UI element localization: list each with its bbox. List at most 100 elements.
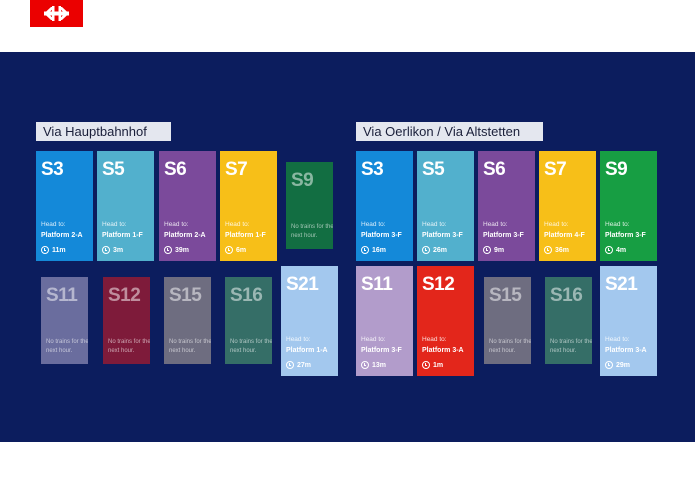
platform-label: Platform 1-F: [102, 232, 143, 239]
train-tile-s6: S6 Head to: Platform 2-A 39m: [159, 151, 216, 261]
clock-icon: [605, 361, 613, 369]
head-to-label: Head to:: [225, 221, 250, 228]
clock-icon: [102, 246, 110, 254]
departure-minutes: 9m: [494, 246, 505, 254]
departure-minutes: 26m: [433, 246, 448, 254]
platform-label: Platform 3-A: [605, 347, 647, 354]
departure-time: 6m: [225, 246, 246, 254]
line-label: S5: [422, 159, 445, 180]
sbb-logo-icon: [44, 6, 69, 21]
train-tile-s5: S5 Head to: Platform 1-F 3m: [97, 151, 154, 261]
head-to-label: Head to:: [422, 336, 447, 343]
departure-time: 1m: [422, 361, 443, 369]
departure-time: 3m: [102, 246, 123, 254]
departure-time: 39m: [164, 246, 189, 254]
line-label: S7: [544, 159, 567, 180]
no-trains-note: No trains for the next hour.: [230, 339, 272, 354]
departure-time: 9m: [483, 246, 504, 254]
platform-label: Platform 2-A: [164, 232, 206, 239]
clock-icon: [361, 361, 369, 369]
train-tile-s16: S16 No trains for the next hour.: [545, 277, 592, 364]
departure-minutes: 29m: [616, 361, 631, 369]
section-title-hauptbahnhof: Via Hauptbahnhof: [36, 122, 171, 141]
platform-label: Platform 3-F: [422, 232, 463, 239]
clock-icon: [483, 246, 491, 254]
train-tile-s5: S5 Head to: Platform 3-F 26m: [417, 151, 474, 261]
departure-minutes: 39m: [175, 246, 190, 254]
head-to-label: Head to:: [422, 221, 447, 228]
clock-icon: [286, 361, 294, 369]
line-label: S21: [286, 274, 319, 295]
line-label: S3: [41, 159, 64, 180]
head-to-label: Head to:: [605, 336, 630, 343]
train-tile-s9: S9 No trains for the next hour.: [286, 162, 333, 249]
line-label: S3: [361, 159, 384, 180]
platform-label: Platform 3-F: [361, 232, 402, 239]
train-tile-s11: S11 Head to: Platform 3-F 13m: [356, 266, 413, 376]
clock-icon: [225, 246, 233, 254]
platform-label: Platform 1-A: [286, 347, 328, 354]
train-tile-s21: S21 Head to: Platform 3-A 29m: [600, 266, 657, 376]
head-to-label: Head to:: [605, 221, 630, 228]
line-label: S7: [225, 159, 248, 180]
departure-time: 29m: [605, 361, 630, 369]
departure-time: 11m: [41, 246, 66, 254]
line-label: S16: [230, 285, 263, 306]
clock-icon: [41, 246, 49, 254]
no-trains-note: No trains for the next hour.: [169, 339, 211, 354]
train-tile-s21: S21 Head to: Platform 1-A 27m: [281, 266, 338, 376]
line-label: S6: [483, 159, 506, 180]
departure-minutes: 3m: [113, 246, 124, 254]
departure-minutes: 36m: [555, 246, 570, 254]
train-tile-s12: S12 No trains for the next hour.: [103, 277, 150, 364]
platform-label: Platform 3-F: [483, 232, 524, 239]
platform-label: Platform 3-A: [422, 347, 464, 354]
line-label: S15: [169, 285, 202, 306]
platform-label: Platform 3-F: [361, 347, 402, 354]
head-to-label: Head to:: [286, 336, 311, 343]
platform-label: Platform 1-F: [225, 232, 266, 239]
head-to-label: Head to:: [544, 221, 569, 228]
train-tile-s15: S15 No trains for the next hour.: [484, 277, 531, 364]
departure-time: 27m: [286, 361, 311, 369]
no-trains-note: No trains for the next hour.: [291, 224, 333, 239]
line-label: S16: [550, 285, 583, 306]
line-label: S9: [605, 159, 628, 180]
line-label: S6: [164, 159, 187, 180]
line-label: S11: [361, 274, 393, 295]
departure-time: 13m: [361, 361, 386, 369]
line-label: S12: [108, 285, 141, 306]
section-title-oerlikon-altstetten: Via Oerlikon / Via Altstetten: [356, 122, 543, 141]
train-tile-s16: S16 No trains for the next hour.: [225, 277, 272, 364]
departure-minutes: 13m: [372, 361, 387, 369]
clock-icon: [422, 361, 430, 369]
departure-time: 4m: [605, 246, 626, 254]
departure-minutes: 11m: [52, 246, 66, 254]
train-tile-s3: S3 Head to: Platform 2-A 11m: [36, 151, 93, 261]
head-to-label: Head to:: [361, 221, 386, 228]
no-trains-note: No trains for the next hour.: [46, 339, 88, 354]
platform-label: Platform 4-F: [544, 232, 585, 239]
platform-label: Platform 2-A: [41, 232, 83, 239]
head-to-label: Head to:: [164, 221, 189, 228]
line-label: S11: [46, 285, 78, 306]
train-tile-s11: S11 No trains for the next hour.: [41, 277, 88, 364]
line-label: S5: [102, 159, 125, 180]
departure-time: 16m: [361, 246, 386, 254]
line-label: S15: [489, 285, 522, 306]
sbb-logo: [30, 0, 83, 27]
head-to-label: Head to:: [102, 221, 127, 228]
clock-icon: [164, 246, 172, 254]
line-label: S9: [291, 170, 314, 191]
train-tile-s6: S6 Head to: Platform 3-F 9m: [478, 151, 535, 261]
clock-icon: [544, 246, 552, 254]
departure-minutes: 16m: [372, 246, 387, 254]
head-to-label: Head to:: [41, 221, 66, 228]
departure-minutes: 6m: [236, 246, 247, 254]
line-label: S21: [605, 274, 638, 295]
head-to-label: Head to:: [361, 336, 386, 343]
head-to-label: Head to:: [483, 221, 508, 228]
line-label: S12: [422, 274, 455, 295]
train-tile-s12: S12 Head to: Platform 3-A 1m: [417, 266, 474, 376]
departure-time: 26m: [422, 246, 447, 254]
